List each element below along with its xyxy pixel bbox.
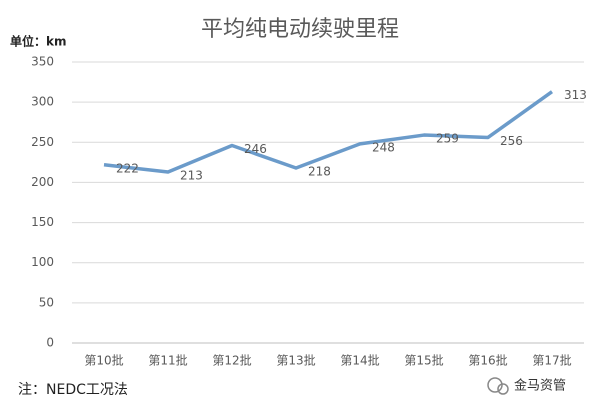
y-tick-label: 50 <box>39 295 54 309</box>
icon <box>497 383 509 395</box>
y-tick-label: 300 <box>31 95 54 109</box>
data-label: 313 <box>564 88 587 102</box>
y-tick-label: 150 <box>31 215 54 229</box>
x-tick-label: 第12批 <box>212 353 251 368</box>
x-tick-label: 第10批 <box>84 353 123 368</box>
data-label: 259 <box>436 132 459 146</box>
x-tick-label: 第14批 <box>340 353 379 368</box>
x-tick-label: 第11批 <box>148 353 187 368</box>
line-series <box>103 90 554 174</box>
x-tick-label: 第16批 <box>468 353 507 368</box>
watermark: 金马资管 <box>514 378 566 394</box>
x-tick-label: 第15批 <box>404 353 443 368</box>
y-unit: 单位：km <box>10 34 67 49</box>
y-tick-label: 200 <box>31 175 54 189</box>
note: 注：NEDC工况法 <box>18 382 128 398</box>
y-tick-label: 250 <box>31 135 54 149</box>
y-tick-label: 350 <box>31 55 54 69</box>
chart-title: 平均纯电动续驶里程 <box>201 17 399 42</box>
watermark-icon <box>487 377 509 395</box>
x-tick-label: 第17批 <box>532 353 571 368</box>
data-label: 218 <box>308 164 331 178</box>
y-tick-label: 0 <box>46 336 54 350</box>
data-label: 246 <box>244 142 267 156</box>
data-label: 248 <box>372 140 395 154</box>
data-label: 222 <box>116 161 139 175</box>
x-tick-label: 第13批 <box>276 353 315 368</box>
data-label: 213 <box>180 168 203 182</box>
icon <box>487 377 503 393</box>
data-label: 256 <box>500 134 523 148</box>
y-tick-label: 100 <box>31 255 54 269</box>
